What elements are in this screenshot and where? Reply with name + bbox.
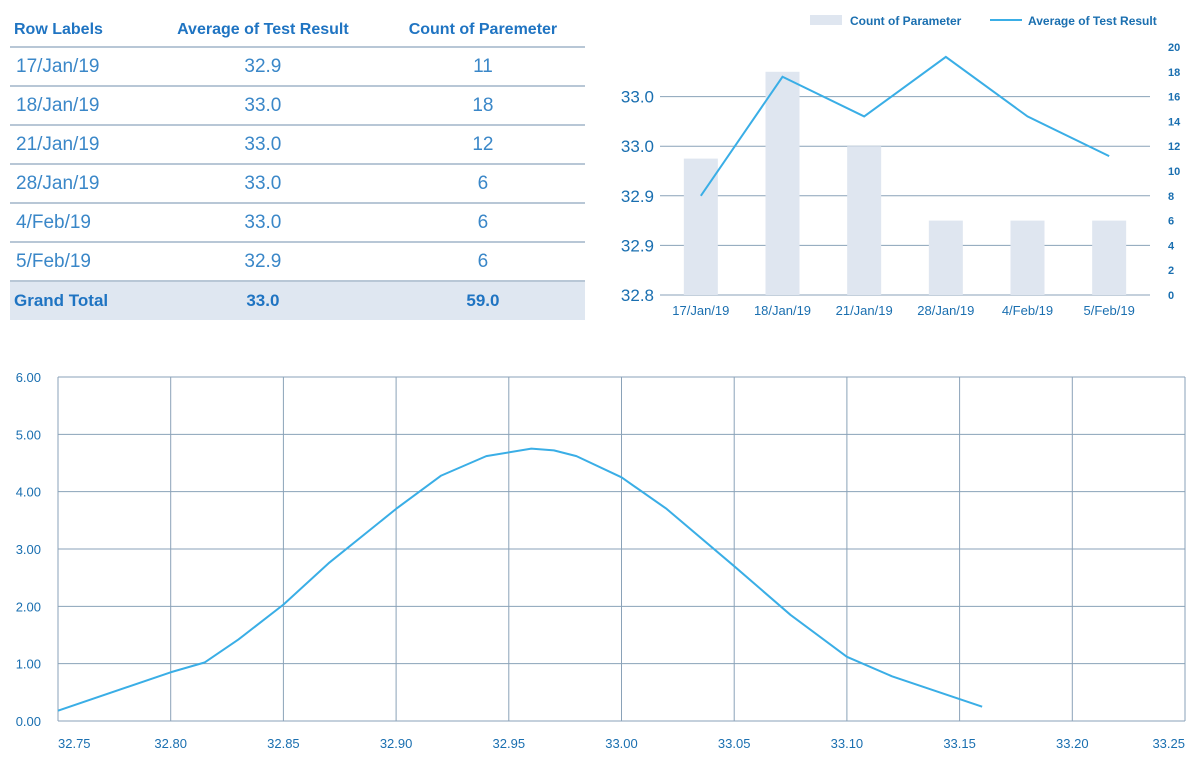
right-axis-tick-label: 8 [1168, 191, 1174, 203]
right-axis-tick-label: 2 [1168, 265, 1174, 277]
combo-chart: 32.8 32.9 32.9 33.0 33.0 0 2 4 6 8 10 12 14 16 18 20 17/… [621, 14, 1181, 318]
header-row-labels[interactable]: Row Labels [10, 14, 145, 48]
x-axis-tick-label: 33.10 [831, 736, 864, 751]
row-average: 32.9 [144, 47, 381, 87]
x-axis-tick-label: 33.25 [1152, 736, 1185, 751]
x-axis-tick-label: 32.85 [267, 736, 300, 751]
left-axis-tick-label: 32.9 [621, 187, 654, 206]
right-axis-tick-label: 0 [1168, 290, 1174, 302]
table-row[interactable]: 28/Jan/19 33.0 6 [10, 164, 585, 204]
y-axis-tick-label: 2.00 [16, 599, 41, 614]
table-row[interactable]: 21/Jan/19 33.0 12 [10, 125, 585, 165]
y-axis-tick-label: 4.00 [16, 485, 41, 500]
legend-bar-swatch [810, 15, 842, 25]
x-axis-tick-label: 33.20 [1056, 736, 1089, 751]
row-count: 6 [380, 242, 585, 282]
right-axis-tick-label: 14 [1168, 116, 1181, 128]
x-axis-tick-label: 28/Jan/19 [917, 303, 974, 318]
row-count: 12 [380, 125, 585, 165]
y-axis-tick-label: 1.00 [16, 657, 41, 672]
x-axis-tick-label: 5/Feb/19 [1084, 303, 1135, 318]
bar [1092, 220, 1127, 295]
table-row[interactable]: 18/Jan/19 33.0 18 [10, 86, 585, 126]
left-axis-tick-label: 33.0 [621, 137, 654, 156]
grand-total-row[interactable]: Grand Total 33.0 59.0 [10, 281, 585, 320]
row-average: 33.0 [144, 203, 381, 243]
x-axis-tick-label: 21/Jan/19 [836, 303, 893, 318]
left-axis-tick-label: 33.0 [621, 88, 654, 107]
left-axis-tick-label: 32.9 [621, 236, 654, 255]
header-average[interactable]: Average of Test Result [144, 14, 381, 48]
row-label: 28/Jan/19 [10, 164, 145, 204]
right-axis-tick-label: 20 [1168, 42, 1180, 54]
table-row[interactable]: 17/Jan/19 32.9 11 [10, 47, 585, 87]
row-label: 17/Jan/19 [10, 47, 145, 87]
x-axis-tick-label: 33.05 [718, 736, 751, 751]
right-axis-tick-label: 18 [1168, 67, 1180, 79]
y-axis-tick-label: 5.00 [16, 427, 41, 442]
bar [765, 71, 800, 295]
row-label: 4/Feb/19 [10, 203, 145, 243]
row-count: 11 [380, 47, 585, 87]
x-axis-tick-label: 32.90 [380, 736, 413, 751]
legend-line-label: Average of Test Result [1028, 14, 1157, 28]
x-axis-tick-label: 33.00 [605, 736, 638, 751]
series-line [700, 55, 1110, 197]
table-row[interactable]: 4/Feb/19 33.0 6 [10, 203, 585, 243]
row-label: 5/Feb/19 [10, 242, 145, 282]
pivot-header-row: Row Labels Average of Test Result Count … [10, 14, 585, 48]
pivot-table: Row Labels Average of Test Result Count … [10, 14, 585, 320]
bar [928, 220, 963, 295]
right-axis-tick-label: 6 [1168, 216, 1174, 228]
row-average: 33.0 [144, 86, 381, 126]
row-label: 21/Jan/19 [10, 125, 145, 165]
x-axis-tick-label: 32.80 [154, 736, 187, 751]
x-axis-tick-label: 4/Feb/19 [1002, 303, 1053, 318]
right-axis-tick-label: 4 [1168, 240, 1175, 252]
header-count[interactable]: Count of Paremeter [380, 14, 585, 48]
distribution-chart: 0.00 1.00 2.00 3.00 4.00 5.00 6.00 32.75 32.80 32… [16, 370, 1186, 751]
y-axis-tick-label: 6.00 [16, 370, 41, 385]
right-axis-tick-label: 12 [1168, 141, 1180, 153]
y-axis-tick-label: 3.00 [16, 542, 41, 557]
grand-total-count: 59.0 [380, 281, 585, 320]
right-axis-tick-label: 16 [1168, 92, 1180, 104]
row-count: 18 [380, 86, 585, 126]
grand-total-average: 33.0 [144, 281, 381, 320]
grand-total-label: Grand Total [10, 281, 145, 320]
row-average: 33.0 [144, 164, 381, 204]
bar [1010, 220, 1045, 295]
row-label: 18/Jan/19 [10, 86, 145, 126]
bar [847, 146, 882, 295]
x-axis-tick-label: 17/Jan/19 [672, 303, 729, 318]
left-axis-tick-label: 32.8 [621, 286, 654, 305]
row-count: 6 [380, 203, 585, 243]
distribution-curve [57, 447, 983, 712]
y-axis-tick-label: 0.00 [16, 714, 41, 729]
bar [683, 158, 718, 295]
table-row[interactable]: 5/Feb/19 32.9 6 [10, 242, 585, 282]
x-axis-tick-label: 32.95 [493, 736, 526, 751]
right-axis-tick-label: 10 [1168, 166, 1180, 178]
row-average: 33.0 [144, 125, 381, 165]
row-average: 32.9 [144, 242, 381, 282]
legend-bar-label: Count of Parameter [850, 14, 962, 28]
x-axis-tick-label: 32.75 [58, 736, 91, 751]
row-count: 6 [380, 164, 585, 204]
x-axis-tick-label: 18/Jan/19 [754, 303, 811, 318]
x-axis-tick-label: 33.15 [943, 736, 976, 751]
